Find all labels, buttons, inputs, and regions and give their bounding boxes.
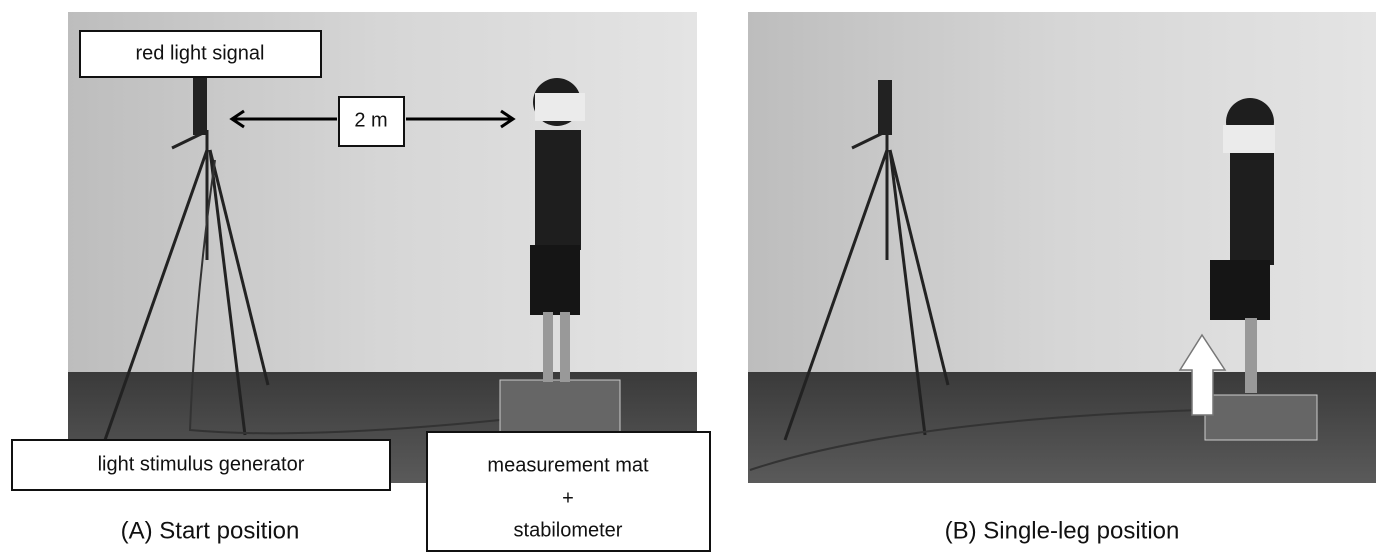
label: 2 m xyxy=(354,109,387,131)
label: + xyxy=(562,487,574,509)
photo-a xyxy=(68,12,697,483)
caption: (B) Single-leg position xyxy=(945,517,1180,544)
label: red light signal xyxy=(136,42,265,64)
photo-b xyxy=(748,12,1376,483)
label: light stimulus generator xyxy=(98,453,305,475)
figure: red light signal 2 m light stimulus gene… xyxy=(0,0,1381,552)
label: stabilometer xyxy=(514,519,623,541)
label: measurement mat xyxy=(487,454,649,476)
caption: (A) Start position xyxy=(121,517,300,544)
